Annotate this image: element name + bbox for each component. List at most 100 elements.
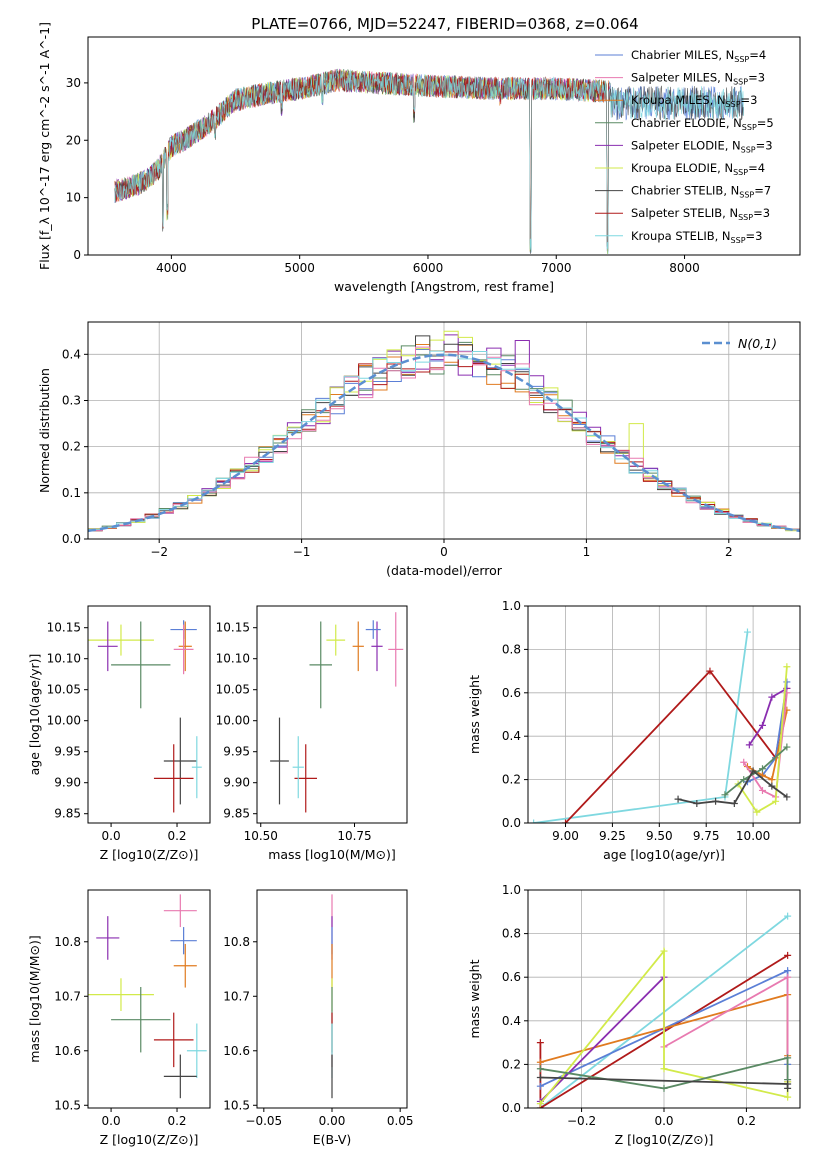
y-tick-label: 0.4 [62,347,81,361]
point-marker [784,1054,792,1062]
point-marker [768,776,776,784]
x-tick-label: 10.50 [244,829,278,843]
x-tick-label: 0.2 [737,1114,756,1128]
legend-subscript: SSP [731,236,746,245]
y-tick-label: 1.0 [502,883,521,897]
weight-series [564,669,788,823]
x-tick-label: 0.0 [654,1114,673,1128]
x-tick-label: 10.00 [736,829,770,843]
point-marker [721,791,729,799]
legend-label: N(0,1) [738,336,777,351]
chart-mass-vs-Z: 0.0 0.2 10.5 10.6 10.7 10.8 Z [log10(Z/Z⊙)] mas… [27,889,211,1147]
y-tick-label: 0.8 [502,927,521,941]
y-tick-label: 0.3 [62,393,81,407]
legend-value: =3 [753,206,770,220]
point-marker [562,819,570,823]
legend-label: Kroupa STELIB, NSSP=3 [631,229,762,245]
legend-label: Chabrier MILES, NSSP=4 [631,48,766,64]
weight-series [539,975,665,1103]
y-tick-label: 10 [66,191,81,205]
y-tick-label: 10.5 [54,1098,81,1112]
x-tick-label: 6000 [413,261,444,275]
weight-series [748,687,788,746]
point-marker [783,743,791,751]
point-marker [783,793,791,801]
axes-frame [527,605,801,824]
legend-value: =3 [748,71,765,85]
point-marker [743,628,751,636]
x-axis-label: mass [log10(M/M⊙)] [268,847,396,862]
x-tick-label: 1 [583,545,591,559]
point-marker [660,1084,668,1092]
point-marker [536,1058,544,1066]
spectrum-series [114,69,744,254]
point-marker [536,1039,544,1047]
point-marker [740,758,748,766]
plot-area [88,620,202,813]
point-marker [693,799,701,807]
point-marker [674,795,682,803]
y-tick-label: 9.95 [223,745,250,759]
y-tick-label: 0.6 [502,970,521,984]
axes-frame [87,36,801,256]
normal-curve [88,353,800,533]
point-marker [758,786,766,794]
x-axis-label: (data-model)/error [386,563,503,578]
point-marker [753,808,761,816]
x-tick-label: 0 [440,545,448,559]
point-marker [772,797,780,805]
y-tick-label: 1.0 [502,599,521,613]
y-tick-label: 9.90 [54,776,81,790]
chart-spectrum: Chabrier MILES, NSSP=4 Salpeter MILES, NS… [37,22,801,294]
y-tick-label: 10.6 [54,1044,81,1058]
legend-label: Salpeter STELIB, NSSP=3 [631,206,770,222]
x-tick-label: 4000 [156,261,187,275]
plot-area [270,612,404,813]
x-tick-label: −1 [293,545,311,559]
point-marker [660,1065,668,1073]
legend-value: =3 [746,229,763,243]
weight-series [677,769,788,805]
axes-frame [87,605,211,824]
point-marker [740,776,748,784]
point-marker [536,1100,544,1108]
y-tick-label: 10.10 [216,652,250,666]
y-tick-label: 10.7 [223,989,250,1003]
legend-label: Chabrier ELODIE, NSSP=5 [631,116,774,132]
point-marker [660,947,668,955]
legend-value: =4 [749,48,766,62]
x-tick-label: 0.05 [387,1114,414,1128]
axes-frame [87,889,211,1109]
plot-area [114,68,744,254]
y-tick-label: 0 [73,248,81,262]
y-axis-label: Normed distribution [37,368,52,493]
weight-series [742,692,788,799]
point-marker [768,782,776,790]
y-axis-label: mass weight [467,959,482,1038]
point-marker [784,967,792,975]
legend-subscript: SSP [734,55,749,64]
y-tick-label: 9.90 [223,776,250,790]
x-tick-label: 9.75 [693,829,720,843]
y-tick-label: 20 [66,133,81,147]
legend-value: =5 [757,116,774,130]
y-tick-label: 0.8 [502,642,521,656]
x-tick-label: 0.00 [319,1114,346,1128]
point-marker [783,678,791,686]
legend-label: Kroupa ELODIE, NSSP=4 [631,161,765,177]
chart-mass-vs-EBV: −0.05 0.00 0.05 10.5 10.6 10.7 10.8 E(B-V) [223,889,414,1147]
point-marker [784,912,792,920]
chart-mass-weight-vs-Z: −0.2 0.0 0.2 0.0 0.2 0.4 0.6 0.8 1.0 Z [log10(Z/Z… [467,883,801,1147]
legend-subscript: SSP [738,213,753,222]
x-tick-label: 5000 [284,261,315,275]
x-axis-label: Z [log10(Z/Z⊙)] [100,847,199,862]
point-marker [784,973,792,981]
point-marker [758,721,766,729]
x-axis-label: Z [log10(Z/Z⊙)] [100,1132,199,1147]
point-marker [784,1093,792,1101]
x-tick-label: 7000 [541,261,572,275]
legend-subscript: SSP [733,78,748,87]
legend-label: Salpeter MILES, NSSP=3 [631,71,765,87]
y-tick-label: 0.0 [502,816,521,830]
